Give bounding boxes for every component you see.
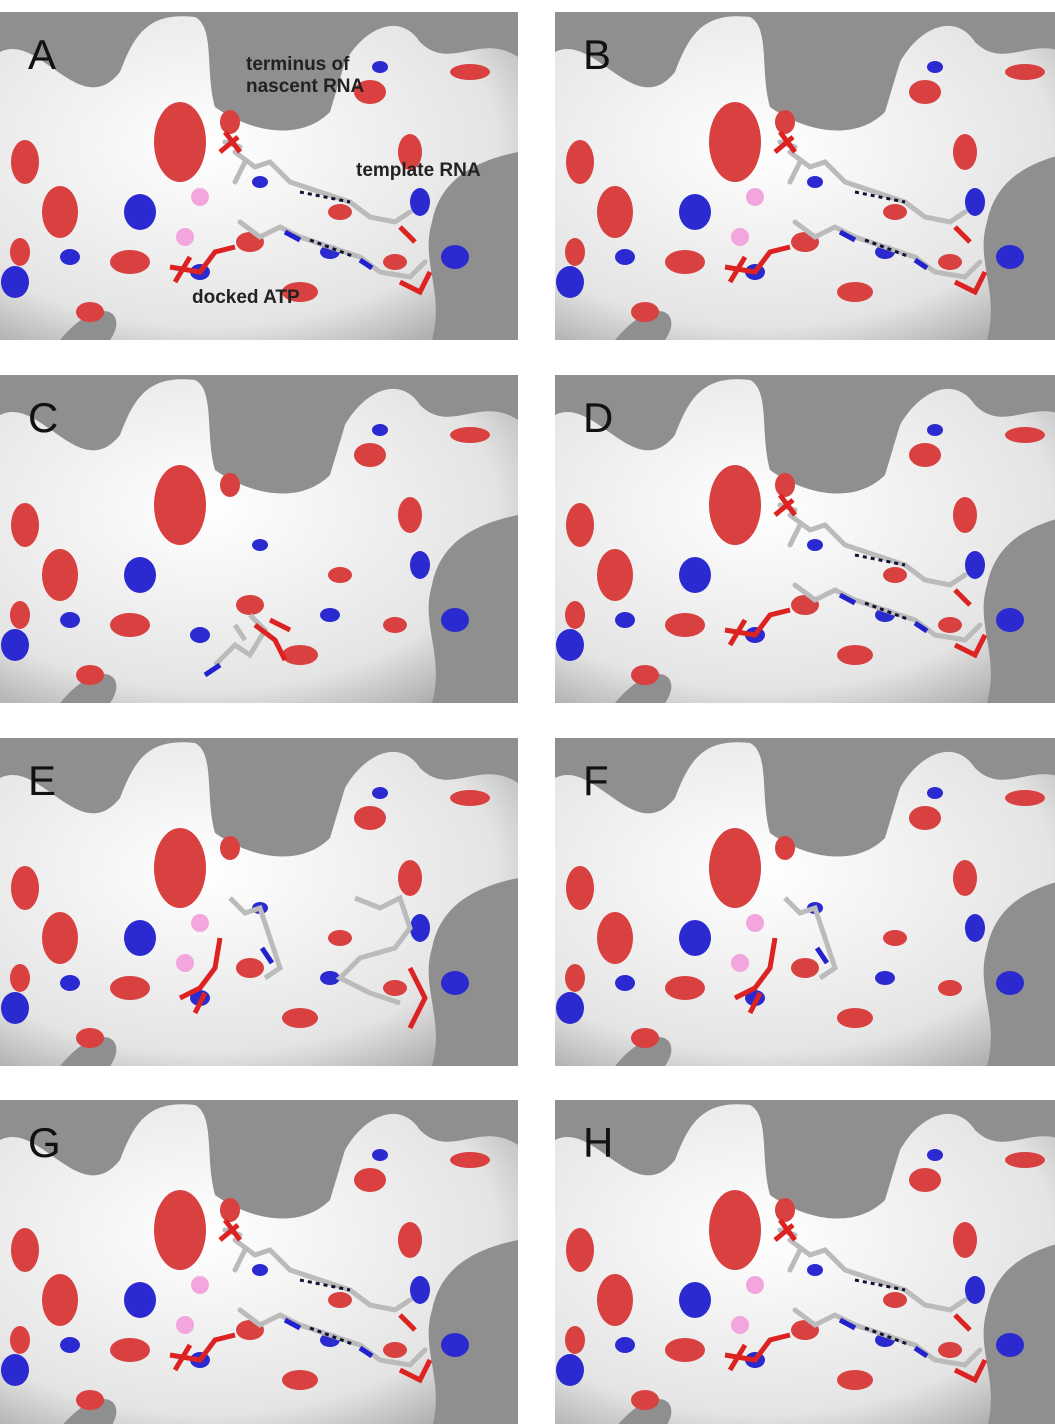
panel-label: F [583, 760, 609, 802]
surface [0, 375, 518, 703]
panel: C [0, 375, 518, 703]
panel: E [0, 738, 518, 1066]
surface [555, 738, 1055, 1066]
panel: G [0, 1100, 518, 1424]
panel-label: A [28, 34, 56, 76]
panel: F [555, 738, 1055, 1066]
panel-label: E [28, 760, 56, 802]
panel: B [555, 12, 1055, 340]
annotation: template RNA [356, 160, 481, 182]
panel: A terminus of nascent RNA template RNA d… [0, 12, 518, 340]
panel-label: H [583, 1122, 613, 1164]
surface [555, 1100, 1055, 1424]
panel: D [555, 375, 1055, 703]
panel-label: C [28, 397, 58, 439]
panel: H [555, 1100, 1055, 1424]
surface [0, 1100, 518, 1424]
surface [555, 375, 1055, 703]
surface [0, 738, 518, 1066]
annotation: terminus of nascent RNA [246, 54, 376, 98]
panel-label: D [583, 397, 613, 439]
surface [555, 12, 1055, 340]
panel-label: B [583, 34, 611, 76]
annotation: docked ATP [192, 287, 300, 309]
panel-label: G [28, 1122, 61, 1164]
figure: {"panels": [ {"label": "A", "annotations… [0, 0, 1055, 1424]
